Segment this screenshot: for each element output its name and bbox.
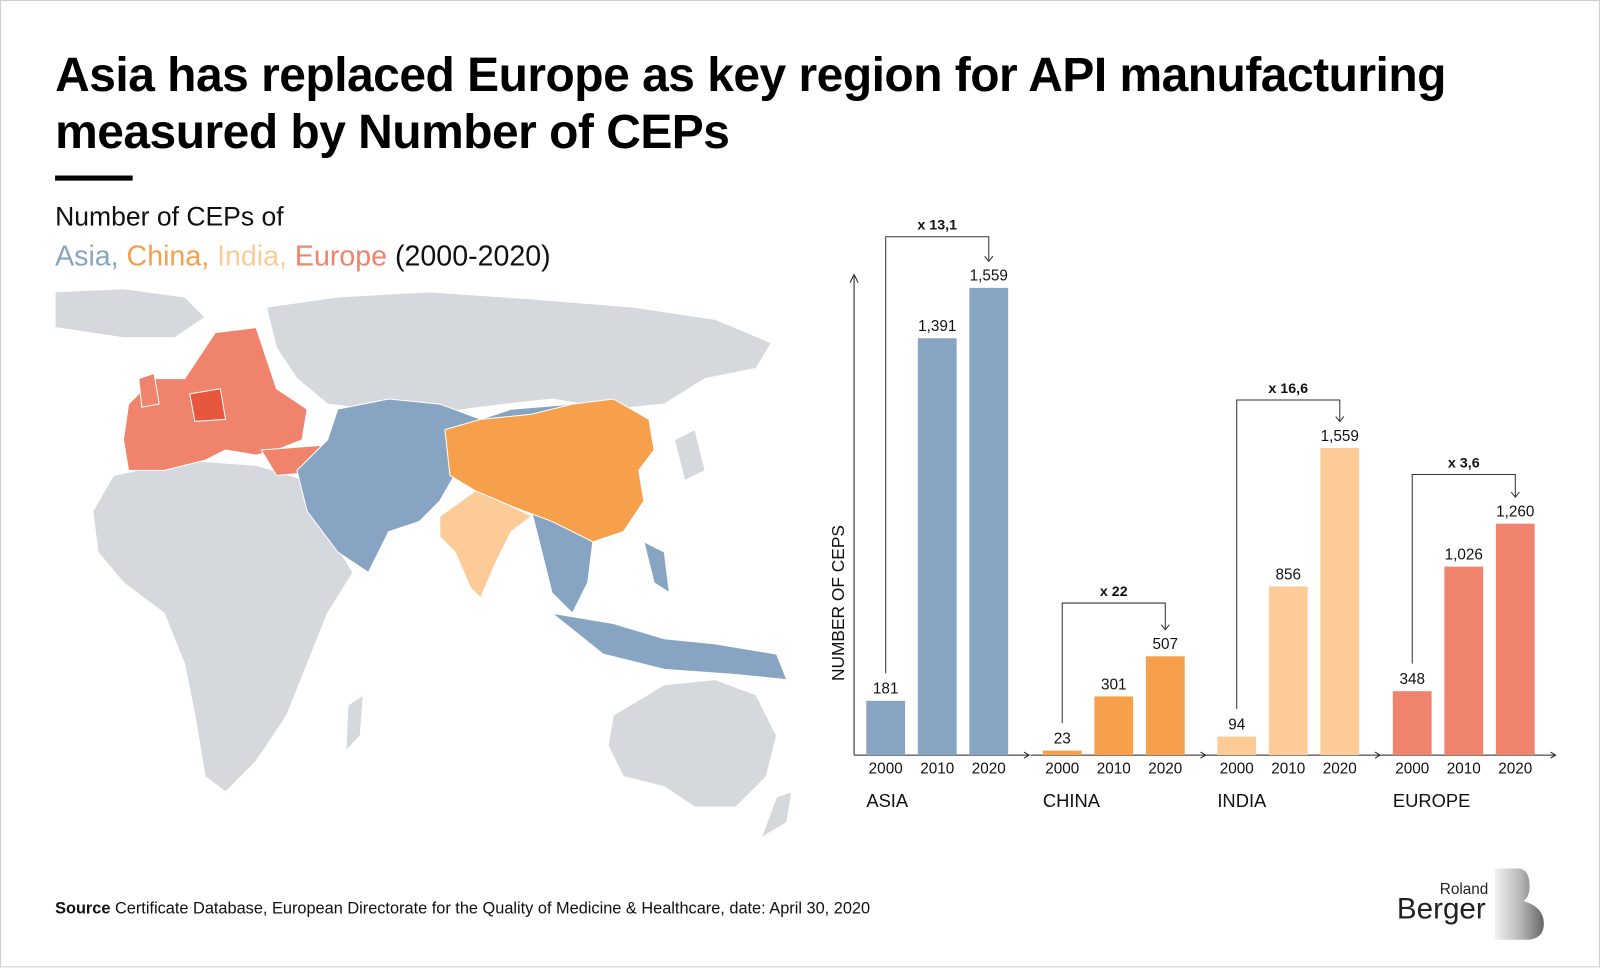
bar-india-2020 [1320, 448, 1360, 756]
subtitle-line2: Asia, China, India, Europe (2000-2020) [55, 240, 551, 273]
arrow-down-icon [1510, 491, 1520, 498]
subtitle-line1: Number of CEPs of [55, 201, 284, 232]
growth-label: x 16,6 [1268, 381, 1308, 397]
subtitle-asia: Asia, [55, 239, 119, 272]
bar-china-2020 [1145, 656, 1185, 756]
map-philippines [643, 540, 671, 594]
bar-india-2010 [1268, 586, 1308, 756]
group-label: CHINA [1043, 790, 1101, 811]
subtitle-europe: Europe [294, 239, 388, 272]
data-label: 1,026 [1445, 547, 1483, 564]
group-label: EUROPE [1393, 790, 1471, 811]
x-tick-label: 2020 [972, 760, 1006, 777]
source-note: Source Certificate Database, European Di… [55, 900, 870, 918]
bar-europe-2010 [1444, 566, 1484, 756]
subtitle-india: India, [217, 239, 287, 272]
bar-india-2000 [1217, 736, 1257, 756]
map-scandinavia-west [54, 288, 206, 339]
subtitle-china: China, [126, 239, 210, 272]
map-germany [189, 388, 227, 422]
source-text: Certificate Database, European Directora… [115, 899, 871, 918]
growth-label: x 22 [1100, 584, 1128, 600]
data-label: 1,391 [918, 318, 956, 335]
bar-europe-2020 [1495, 523, 1535, 756]
arrow-down-icon [1160, 624, 1170, 631]
logo-b-mark-icon [1494, 868, 1544, 940]
map-india [439, 490, 533, 599]
map-australia [607, 679, 778, 808]
arrow-down-icon [1335, 416, 1345, 423]
growth-bracket [1411, 473, 1516, 664]
x-axis-arrow-icon [1374, 751, 1382, 759]
data-label: 348 [1399, 671, 1425, 688]
growth-bracket [885, 236, 990, 674]
x-tick-label: 2000 [869, 760, 903, 777]
x-tick-label: 2020 [1323, 760, 1357, 777]
roland-berger-logo: Roland Berger [1397, 868, 1550, 945]
x-tick-label: 2000 [1395, 760, 1429, 777]
data-label: 94 [1228, 716, 1246, 733]
group-label: ASIA [866, 790, 909, 811]
growth-label: x 3,6 [1448, 455, 1480, 471]
x-tick-label: 2010 [1447, 760, 1481, 777]
map-uk [138, 372, 160, 408]
map-madagascar [345, 693, 364, 753]
map-russia-north [265, 291, 773, 415]
subtitle-period: (2000-2020) [395, 239, 551, 272]
page-title: Asia has replaced Europe as key region f… [55, 46, 1446, 159]
x-tick-label: 2020 [1148, 760, 1182, 777]
data-label: 23 [1054, 730, 1071, 747]
data-label: 1,260 [1496, 504, 1534, 521]
group-label: INDIA [1217, 790, 1267, 811]
logo-line1: Roland [1439, 880, 1489, 898]
world-map [54, 288, 793, 839]
bar-asia-2020 [969, 287, 1009, 756]
bar-china-2010 [1094, 696, 1134, 756]
x-tick-label: 2010 [920, 760, 954, 777]
x-axis-arrow-icon [1023, 751, 1031, 759]
growth-bracket [1236, 399, 1341, 710]
x-tick-label: 2000 [1045, 760, 1079, 777]
x-tick-label: 2010 [1097, 760, 1131, 777]
data-label: 301 [1101, 676, 1127, 693]
map-new-zealand [760, 791, 793, 839]
logo-line2: Berger [1396, 892, 1486, 926]
data-label: 181 [873, 681, 899, 698]
map-indonesia [550, 612, 788, 681]
x-axis-arrow-icon [1550, 751, 1557, 759]
y-axis-arrow-icon [849, 273, 859, 283]
growth-bracket [1061, 602, 1166, 724]
title-rule [55, 175, 133, 181]
x-tick-label: 2000 [1220, 760, 1254, 777]
x-tick-label: 2020 [1498, 760, 1532, 777]
y-axis-label: NUMBER OF CEPS [828, 525, 848, 681]
data-label: 1,559 [970, 268, 1008, 285]
source-label: Source [55, 899, 111, 918]
bar-china-2000 [1042, 750, 1082, 756]
data-label: 1,559 [1321, 428, 1359, 445]
bar-asia-2000 [866, 700, 906, 756]
bar-europe-2000 [1392, 691, 1432, 756]
growth-label: x 13,1 [917, 218, 957, 234]
bar-asia-2010 [917, 338, 957, 756]
x-tick-label: 2010 [1271, 760, 1305, 777]
data-label: 507 [1153, 636, 1179, 653]
arrow-down-icon [984, 255, 994, 263]
map-japan-korea [673, 428, 706, 482]
data-label: 856 [1275, 566, 1301, 583]
